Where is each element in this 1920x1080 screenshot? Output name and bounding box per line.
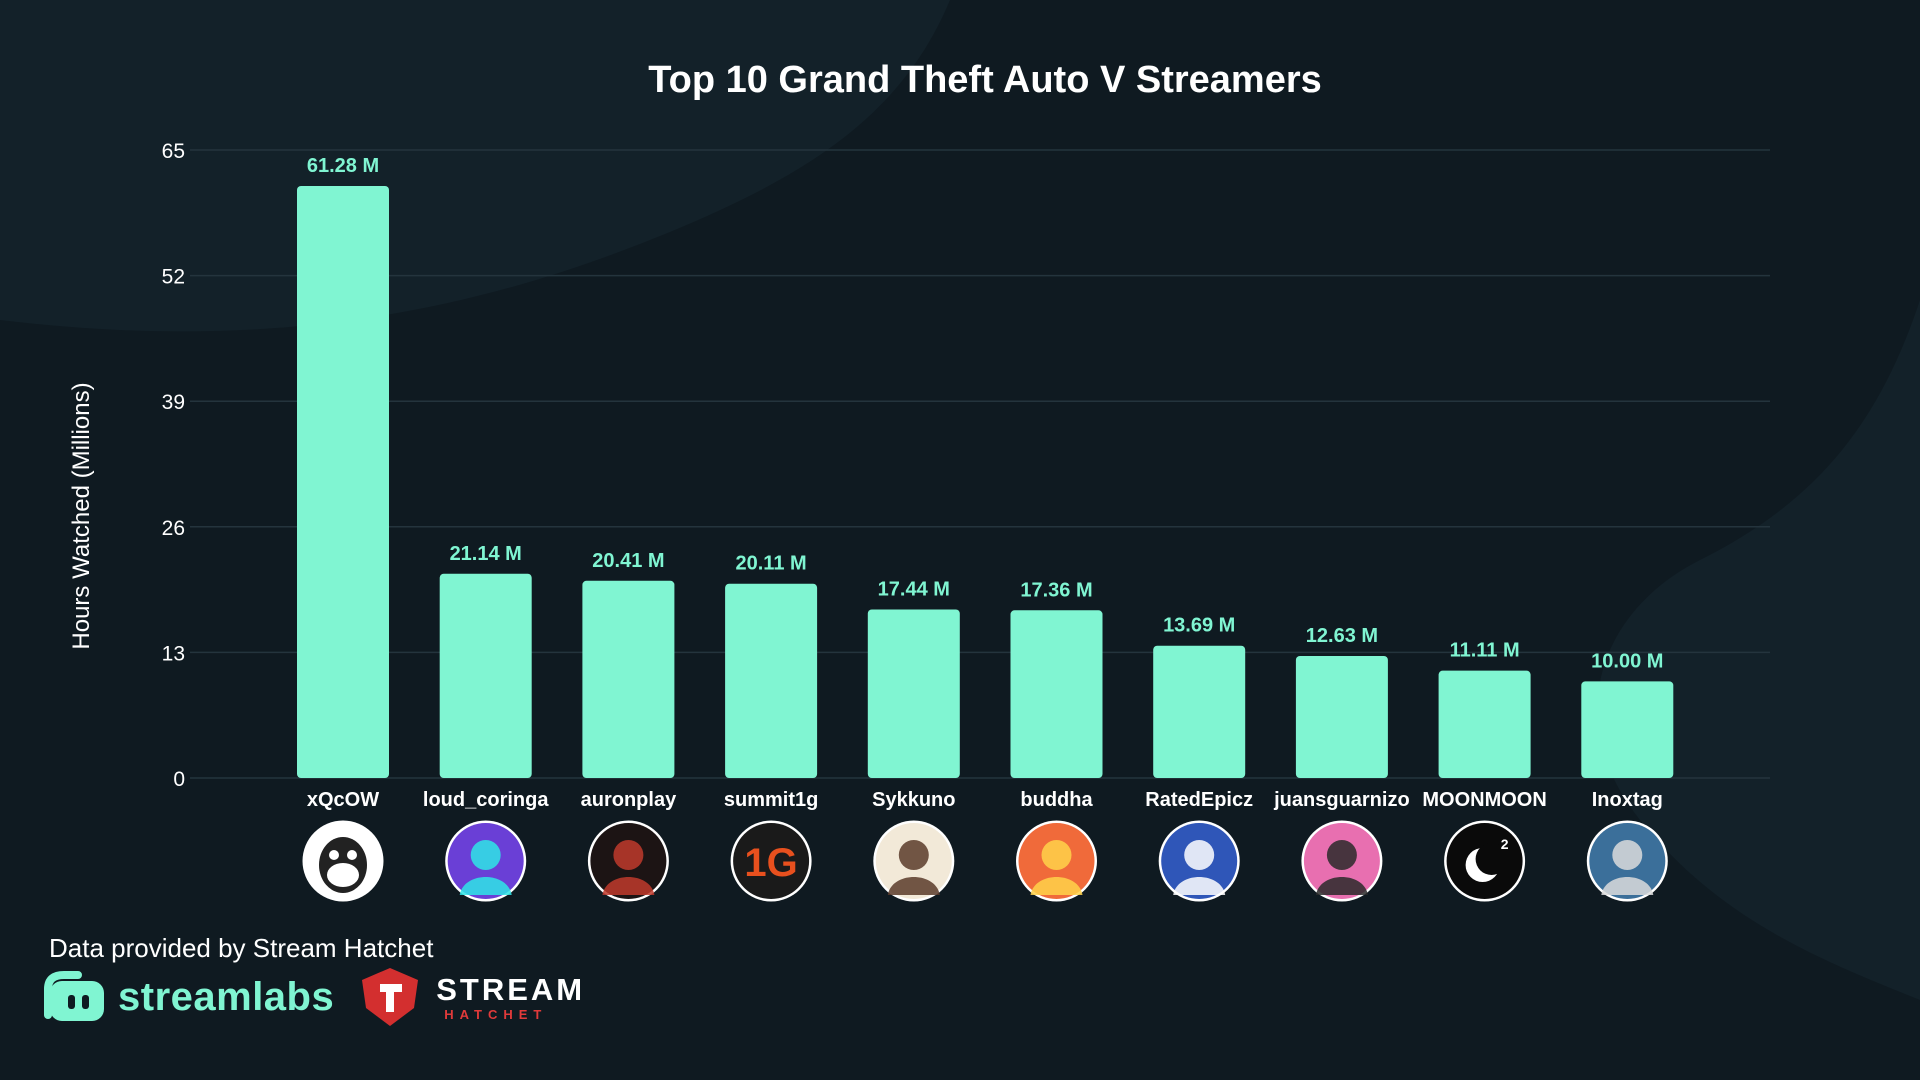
y-tick-label: 0 xyxy=(173,768,185,791)
x-tick-label: buddha xyxy=(1020,789,1093,811)
data-credit: Data provided by Stream Hatchet xyxy=(49,933,434,963)
value-label: 17.44 M xyxy=(878,579,950,601)
x-tick-label: summit1g xyxy=(724,789,818,811)
blue-cartoon-avatar xyxy=(1158,820,1240,902)
bar-sykkuno xyxy=(867,609,960,778)
bar-ratedepicz xyxy=(1153,645,1246,778)
bg-shape-top-left xyxy=(0,0,950,332)
value-label: 10.00 M xyxy=(1591,650,1663,672)
bar-auronplay xyxy=(582,580,675,778)
streamlabs-wordmark: streamlabs xyxy=(118,974,335,1019)
hatchet-shield-icon xyxy=(362,968,419,1026)
x-tick-label: MOONMOON xyxy=(1422,789,1546,811)
x-tick-label: xQcOW xyxy=(307,789,379,811)
x-tick-label: auronplay xyxy=(581,789,677,811)
x-tick-label: juansguarnizo xyxy=(1273,789,1410,811)
streamlabs-logo: streamlabs xyxy=(44,971,334,1023)
oni-mask-avatar xyxy=(1016,820,1097,902)
bar-inoxtag xyxy=(1581,681,1674,778)
y-tick-label: 13 xyxy=(162,642,185,665)
bar-xqcow xyxy=(297,185,389,778)
1g-logo-avatar: 1G xyxy=(730,820,812,902)
bar-loud_coringa xyxy=(439,573,532,778)
streamer-avatars: 1G 2 xyxy=(302,820,1668,902)
value-label: 61.28 M xyxy=(307,155,379,177)
y-tick-label: 65 xyxy=(162,140,185,163)
y-tick-labels: 0 13 26 39 52 65 xyxy=(162,140,185,791)
grid-lines xyxy=(190,149,1770,779)
bar-buddha xyxy=(1010,610,1103,778)
y-axis-label: Hours Watched (Millions) xyxy=(68,382,95,649)
bar-juansguarnizo xyxy=(1295,655,1388,778)
x-tick-labels: xQcOW loud_coringa auronplay summit1g Sykkun… xyxy=(307,789,1663,811)
value-label: 21.14 M xyxy=(450,543,522,565)
stream-hatchet-main: STREAM xyxy=(436,971,586,1007)
value-label: 20.41 M xyxy=(592,550,664,572)
bar-summit1g xyxy=(725,583,818,778)
x-tick-label: Sykkuno xyxy=(872,789,955,811)
value-label: 12.63 M xyxy=(1306,625,1378,647)
anime-boy-avatar xyxy=(873,820,955,902)
stream-hatchet-wordmark: STREAM HATCHET xyxy=(436,974,585,1021)
bars xyxy=(297,185,1674,778)
purple-portrait-avatar xyxy=(445,820,527,902)
value-label: 20.11 M xyxy=(736,553,807,575)
logo-row: streamlabs STREAM HATCHET xyxy=(44,966,585,1028)
streamlabs-icon xyxy=(44,971,104,1021)
gorilla-face-avatar xyxy=(302,820,384,902)
bg-shape-right xyxy=(1597,300,1920,1000)
stream-hatchet-sub: HATCHET xyxy=(444,1006,548,1022)
stream-hatchet-logo: STREAM HATCHET xyxy=(358,966,585,1028)
bar-moonmoon xyxy=(1438,670,1531,778)
moon-badge: 2 xyxy=(1501,836,1509,852)
x-tick-label: RatedEpicz xyxy=(1145,789,1253,811)
y-tick-label: 26 xyxy=(162,517,185,540)
chart-title: Top 10 Grand Theft Auto V Streamers xyxy=(648,59,1322,101)
y-tick-label: 52 xyxy=(162,266,185,289)
y-tick-label: 39 xyxy=(162,391,185,414)
x-tick-label: loud_coringa xyxy=(423,789,549,811)
x-tick-label: Inoxtag xyxy=(1592,789,1663,811)
summit-logo-mark: 1G xyxy=(744,841,797,885)
bearded-cartoon-avatar xyxy=(587,820,669,902)
value-label: 13.69 M xyxy=(1163,615,1235,637)
photo-person-avatar xyxy=(1586,820,1668,902)
value-label: 11.11 M xyxy=(1450,640,1520,662)
value-labels: 61.28 M 21.14 M 20.41 M 20.11 M 17.44 M 17.36… xyxy=(307,155,1664,672)
glasses-cartoon-avatar xyxy=(1301,820,1383,902)
crescent-moon-avatar: 2 xyxy=(1444,820,1526,902)
value-label: 17.36 M xyxy=(1020,579,1092,601)
